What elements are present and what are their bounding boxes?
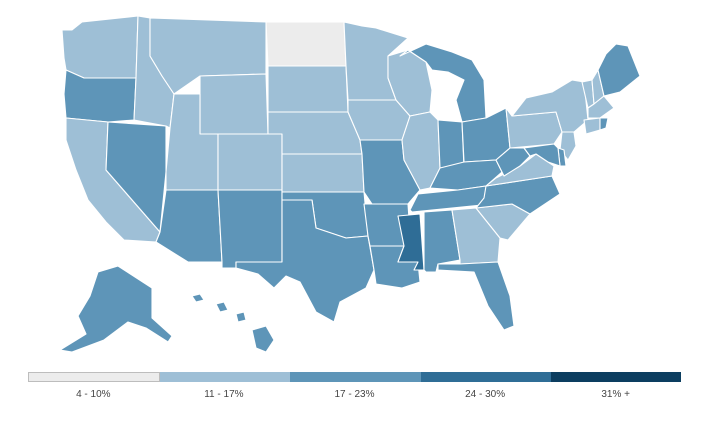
state-me <box>597 43 641 97</box>
state-sd <box>267 65 349 113</box>
state-nm <box>217 189 283 269</box>
legend-swatch <box>290 372 421 382</box>
us-choropleth-map <box>59 15 641 353</box>
state-or <box>63 69 137 123</box>
state-tx <box>235 199 375 323</box>
map-legend: 4 - 10% 11 - 17% 17 - 23% 24 - 30% 31% + <box>28 372 682 400</box>
state-az <box>155 189 223 263</box>
state-nd <box>265 21 347 67</box>
state-ct <box>583 117 601 135</box>
legend-swatch <box>160 372 291 382</box>
legend-swatch <box>550 372 682 382</box>
state-ne <box>267 111 363 155</box>
state-nv <box>105 121 167 233</box>
state-ma <box>587 95 615 119</box>
state-ri <box>599 117 609 131</box>
state-wa <box>61 15 139 79</box>
state-ks <box>281 153 365 193</box>
state-mi <box>399 43 487 123</box>
state-co <box>217 133 283 191</box>
legend-label: 17 - 23% <box>334 389 375 400</box>
state-fl <box>437 261 515 331</box>
legend-color-bar <box>28 372 682 382</box>
legend-labels: 4 - 10% 11 - 17% 17 - 23% 24 - 30% 31% + <box>28 389 681 400</box>
state-ak <box>59 265 173 353</box>
state-in <box>437 119 465 169</box>
legend-swatch <box>420 372 551 382</box>
legend-label: 4 - 10% <box>76 389 111 400</box>
state-nc <box>475 175 561 215</box>
legend-label: 31% + <box>601 389 630 400</box>
state-shapes <box>59 15 641 353</box>
legend-label: 24 - 30% <box>465 389 506 400</box>
state-hi <box>191 293 275 353</box>
state-wy <box>199 73 269 135</box>
state-md <box>523 143 561 167</box>
legend-swatch <box>28 372 161 382</box>
legend-label: 11 - 17% <box>204 389 244 400</box>
state-ms <box>397 213 425 271</box>
